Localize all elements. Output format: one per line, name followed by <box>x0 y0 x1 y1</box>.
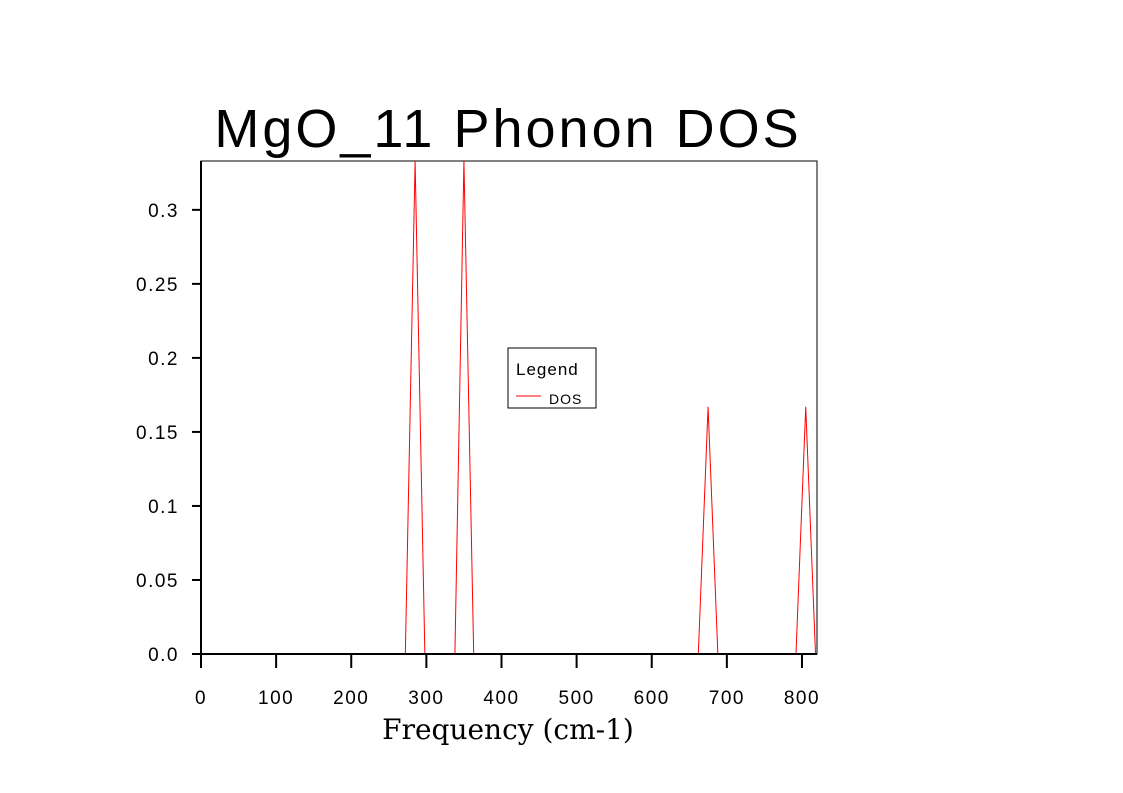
chart-title: MgO_11 Phonon DOS <box>214 99 801 159</box>
legend-entry-dos: DOS <box>549 391 582 407</box>
legend-box <box>507 347 597 409</box>
x-tick-label: 300 <box>408 688 444 709</box>
y-tick-label: 0.15 <box>136 423 179 444</box>
x-tick-label: 400 <box>483 688 519 709</box>
axes-layer: 0 100 200 300 400 500 600 700 800 0.0 0.05 0.1 0.15 0… <box>136 161 820 709</box>
y-tick-label: 0.25 <box>136 275 179 296</box>
legend: Legend DOS <box>507 347 597 409</box>
x-tick-label: 0 <box>195 688 207 709</box>
x-tick-label: 500 <box>559 688 595 709</box>
y-tick-label: 0.0 <box>148 645 179 666</box>
x-tick-label: 600 <box>634 688 670 709</box>
x-tick-label: 800 <box>784 688 820 709</box>
y-tick-label: 0.1 <box>148 497 179 518</box>
x-tick-label: 700 <box>709 688 745 709</box>
y-tick-label: 0.2 <box>148 349 179 370</box>
x-axis-label: Frequency (cm-1) <box>382 713 634 746</box>
y-tick-label: 0.3 <box>148 201 179 222</box>
legend-title: Legend <box>516 360 579 379</box>
x-tick-label: 200 <box>333 688 369 709</box>
x-tick-label: 100 <box>258 688 294 709</box>
y-tick-label: 0.05 <box>136 571 179 592</box>
